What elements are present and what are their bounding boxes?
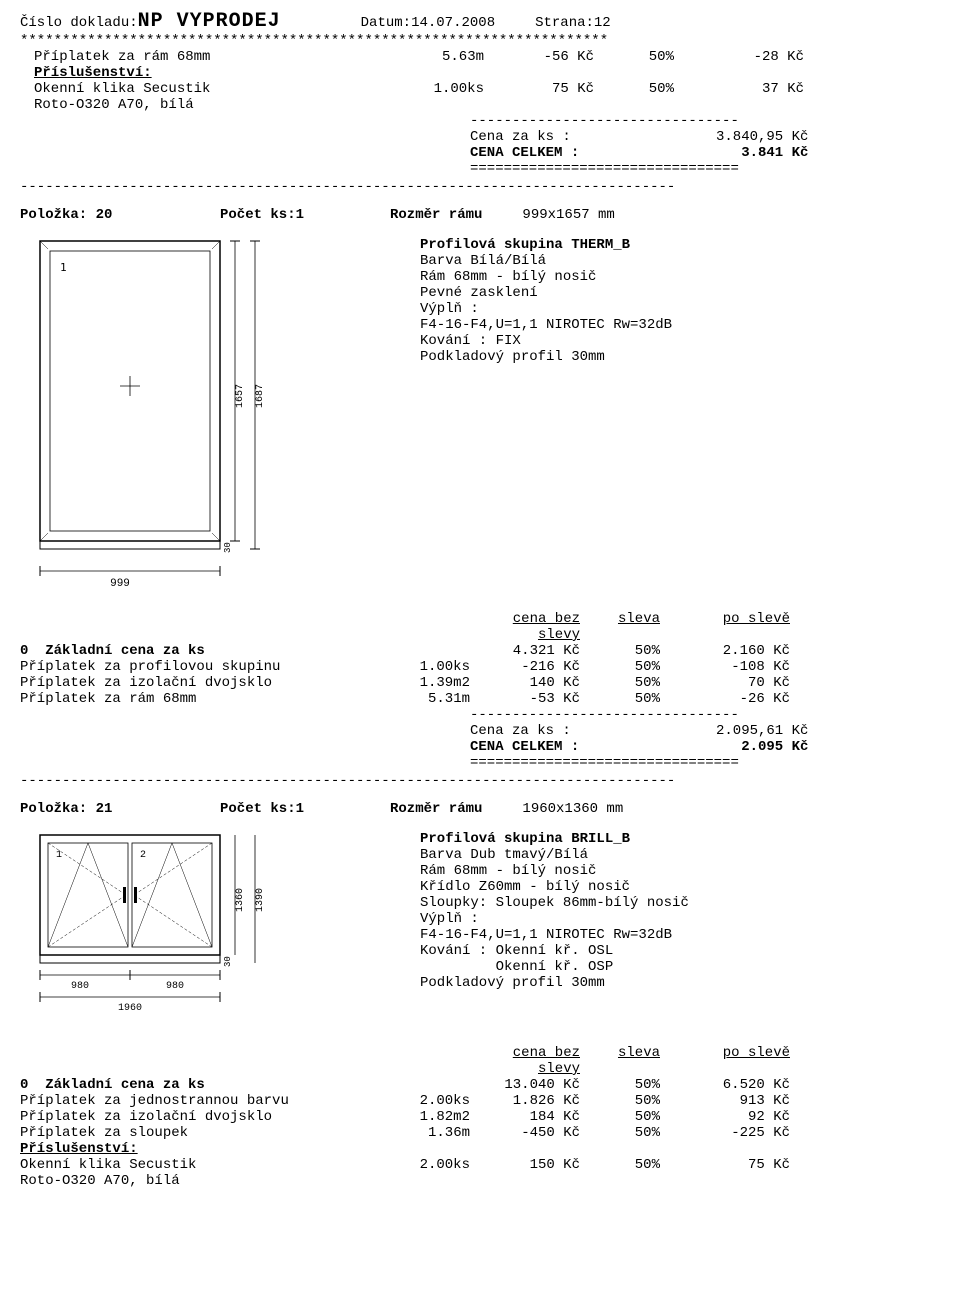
- long-divider: ----------------------------------------…: [20, 179, 940, 195]
- item-final: -28 Kč: [674, 49, 804, 65]
- line-item: Příplatek za jednostrannou barvu 2.00ks …: [20, 1093, 940, 1109]
- spec-block: Profilová skupina THERM_B Barva Bílá/Bíl…: [420, 237, 672, 591]
- line-item: Okenní klika Secustik 2.00ks 150 Kč 50% …: [20, 1157, 940, 1173]
- line-item: Příplatek za izolační dvojsklo 1.82m2 18…: [20, 1109, 940, 1125]
- accessories-label: Příslušenství:: [20, 1141, 940, 1157]
- doc-number-label: Číslo dokladu:: [20, 15, 138, 31]
- date-label: Datum:: [361, 15, 411, 31]
- window-diagram: 1 999 1657 1687 30: [20, 231, 280, 591]
- size-value: 999x1657 mm: [522, 207, 614, 223]
- subtotal-row: Cena za ks : 3.840,95 Kč: [470, 129, 940, 145]
- line-item: Příplatek za izolační dvojsklo 1.39m2 14…: [20, 675, 940, 691]
- dim-21h2: 1390: [255, 888, 266, 912]
- subtotal-row: Cena za ks : 2.095,61 Kč: [470, 723, 940, 739]
- line-item: Okenní klika Secustik 1.00ks 75 Kč 50% 3…: [20, 81, 940, 97]
- dim-h1: 1657: [235, 384, 246, 408]
- window-diagram: 1 2 980 980 1960 1360 1390 30: [20, 825, 280, 1025]
- doc-header: Číslo dokladu: NP VYPRODEJ Datum: 14.07.…: [20, 10, 940, 33]
- dim-w2: 980: [166, 981, 184, 992]
- line-item: Roto-O320 A70, bílá: [20, 97, 940, 113]
- dim-21h3: 30: [223, 956, 233, 967]
- line-item: 0 Základní cena za ks 13.040 Kč 50% 6.52…: [20, 1077, 940, 1093]
- item-header: Položka: 20 Počet ks:1 Rozměr rámu 999x1…: [20, 207, 940, 223]
- price-table-header: cena bez slevy sleva po slevě: [20, 611, 940, 643]
- accessories-label: Příslušenství:: [20, 65, 940, 81]
- item-desc: Příplatek za rám 68mm: [20, 49, 394, 65]
- spec-title: Profilová skupina THERM_B: [420, 237, 672, 253]
- line-item: 0 Základní cena za ks 4.321 Kč 50% 2.160…: [20, 643, 940, 659]
- svg-text:1: 1: [60, 261, 67, 274]
- item-number: Položka: 20: [20, 207, 220, 223]
- dim-w1: 980: [71, 981, 89, 992]
- item-count: Počet ks:1: [220, 207, 390, 223]
- item-qty: 5.63m: [394, 49, 484, 65]
- line-item: Příplatek za rám 68mm 5.31m -53 Kč 50% -…: [20, 691, 940, 707]
- doc-title: NP VYPRODEJ: [138, 10, 281, 33]
- eq-divider: ================================: [470, 161, 940, 177]
- item-discount: 50%: [594, 49, 674, 65]
- dim-wfull: 1960: [118, 1003, 142, 1014]
- svg-text:2: 2: [140, 850, 146, 861]
- spec-block: Profilová skupina BRILL_B Barva Dub tmav…: [420, 831, 689, 1025]
- date-value: 14.07.2008: [411, 15, 495, 31]
- dim-w: 999: [110, 578, 130, 590]
- star-divider: ****************************************…: [20, 33, 940, 49]
- dash-divider: --------------------------------: [470, 113, 940, 129]
- line-item: Příplatek za profilovou skupinu 1.00ks -…: [20, 659, 940, 675]
- dim-h2: 1687: [255, 384, 266, 408]
- line-item: Příplatek za sloupek 1.36m -450 Kč 50% -…: [20, 1125, 940, 1141]
- dim-21h1: 1360: [235, 888, 246, 912]
- item-price: -56 Kč: [484, 49, 594, 65]
- svg-text:1: 1: [56, 850, 62, 861]
- size-label: Rozměr rámu: [390, 207, 482, 223]
- total-row: CENA CELKEM : 3.841 Kč: [470, 145, 940, 161]
- page-value: 12: [594, 15, 611, 31]
- line-item: Roto-O320 A70, bílá: [20, 1173, 940, 1189]
- line-item: Příplatek za rám 68mm 5.63m -56 Kč 50% -…: [20, 49, 940, 65]
- total-row: CENA CELKEM : 2.095 Kč: [470, 739, 940, 755]
- page-label: Strana:: [535, 15, 594, 31]
- price-table-header: cena bez slevy sleva po slevě: [20, 1045, 940, 1077]
- item-header: Položka: 21 Počet ks:1 Rozměr rámu 1960x…: [20, 801, 940, 817]
- dim-h3: 30: [223, 542, 233, 553]
